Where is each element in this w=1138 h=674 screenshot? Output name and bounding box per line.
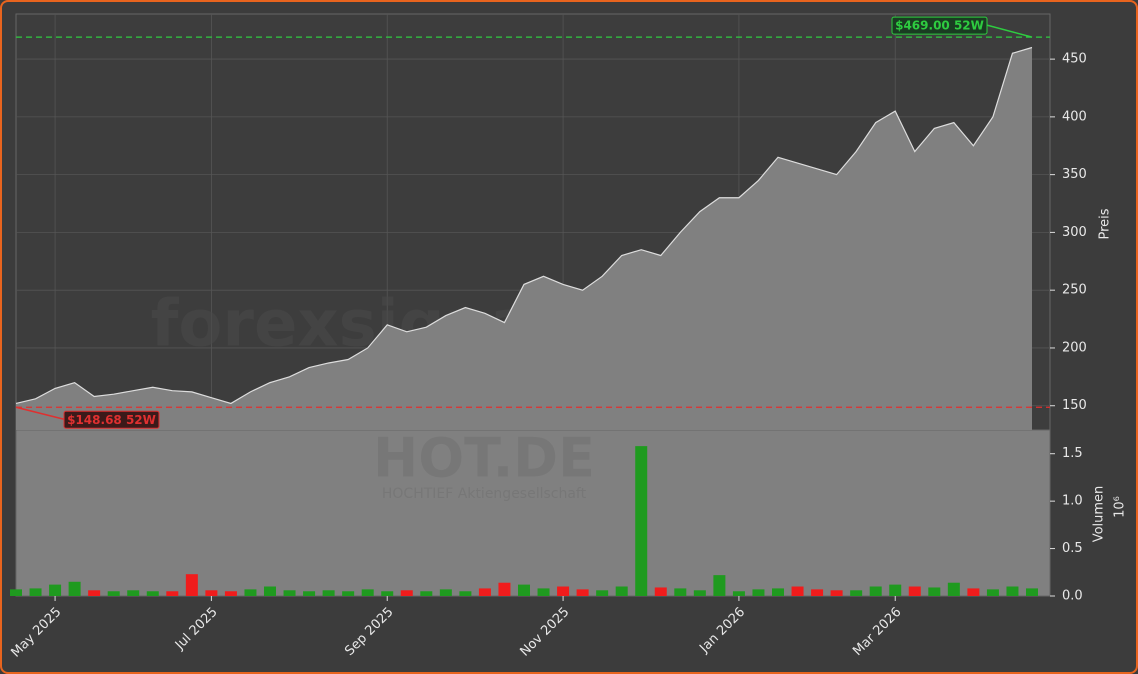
volume-bar <box>166 591 179 596</box>
annotation-arrow <box>986 24 1033 38</box>
y-tick-label: 250 <box>1062 283 1087 298</box>
annotation-box <box>63 410 160 429</box>
volume-bar <box>986 589 999 596</box>
volume-bar <box>10 589 22 596</box>
volume-bar <box>342 591 355 596</box>
volume-bar <box>68 581 81 596</box>
volume-bar <box>224 591 237 596</box>
volume-bar <box>127 590 140 596</box>
watermark: HOT.DE <box>373 427 595 490</box>
volume-bar <box>459 591 472 596</box>
volume-bar <box>244 589 257 596</box>
y-tick-label: 400 <box>1062 109 1087 124</box>
volume-bar <box>869 586 882 596</box>
volume-bar <box>830 590 843 596</box>
volume-bar <box>478 588 491 596</box>
volume-bar <box>439 589 452 596</box>
x-tick-label: Jan 2026 <box>696 605 748 657</box>
volume-bar <box>928 587 941 596</box>
x-tick-label: Jul 2025 <box>172 605 221 654</box>
y-tick-label: 450 <box>1062 52 1087 67</box>
volume-bar <box>264 586 276 596</box>
volume-bar <box>381 591 394 596</box>
volume-bar <box>400 590 413 596</box>
volume-bar <box>518 584 530 596</box>
price-line <box>15 46 1033 405</box>
y-axis-label: Volumen <box>1092 486 1107 543</box>
volume-bar <box>967 588 980 596</box>
annotation-label: $148.68 52W <box>67 413 156 427</box>
volume-bar <box>498 582 511 596</box>
volume-bar <box>557 586 570 596</box>
volume-bar <box>732 591 745 596</box>
watermark-subtitle: HOCHTIEF Aktiengesellschaft <box>382 486 587 502</box>
x-tick-label: May 2025 <box>8 605 64 661</box>
volume-bar <box>29 588 42 596</box>
volume-bar <box>576 589 589 596</box>
volume-bar <box>674 588 687 596</box>
volume-bar <box>322 590 335 596</box>
volume-bar <box>752 589 765 596</box>
y-tick-label: 0.0 <box>1062 589 1083 604</box>
price-area <box>16 47 1032 431</box>
volume-bar <box>49 584 62 596</box>
volume-bar <box>205 590 218 596</box>
x-tick-label: Nov 2025 <box>518 605 573 660</box>
volume-bar <box>420 591 433 596</box>
volume-bar <box>654 587 667 596</box>
x-tick-label: Sep 2025 <box>342 605 396 659</box>
annotation-arrow <box>15 406 65 420</box>
volume-bar <box>146 591 159 596</box>
volume-bar <box>772 588 784 596</box>
volume-bar <box>1026 588 1038 596</box>
y-tick-label: 300 <box>1062 225 1087 240</box>
volume-bar <box>88 590 101 596</box>
volume-bar <box>713 575 726 596</box>
y-tick-label: 0.5 <box>1062 541 1083 556</box>
annotation-label: $469.00 52W <box>895 19 984 33</box>
y-tick-label: 200 <box>1062 340 1087 355</box>
y-tick-label: 150 <box>1062 398 1087 413</box>
volume-bar <box>791 586 804 596</box>
annotation-box <box>891 16 988 35</box>
volume-bar <box>811 589 824 596</box>
volume-bar <box>889 584 902 596</box>
volume-bar <box>615 586 628 596</box>
volume-bar <box>361 589 374 596</box>
volume-bar <box>850 590 863 596</box>
volume-bar <box>537 588 550 596</box>
volume-bar <box>635 446 648 596</box>
y-tick-label: 350 <box>1062 167 1087 182</box>
volume-bar <box>596 590 609 596</box>
y-axis-label: Preis <box>1098 208 1113 239</box>
volume-bar <box>947 582 960 596</box>
volume-bar <box>303 591 316 596</box>
volume-bar <box>107 591 120 596</box>
volume-bar <box>693 590 706 596</box>
y-tick-label: 1.5 <box>1062 446 1083 461</box>
volume-bar <box>283 590 296 596</box>
x-tick-label: Mar 2026 <box>850 605 904 659</box>
offset-label: 10⁶ <box>1113 496 1128 518</box>
volume-bar <box>1006 586 1019 596</box>
volume-bar <box>908 586 921 596</box>
y-tick-label: 1.0 <box>1062 494 1083 509</box>
volume-panel <box>15 429 1051 597</box>
volume-bar <box>185 574 198 596</box>
